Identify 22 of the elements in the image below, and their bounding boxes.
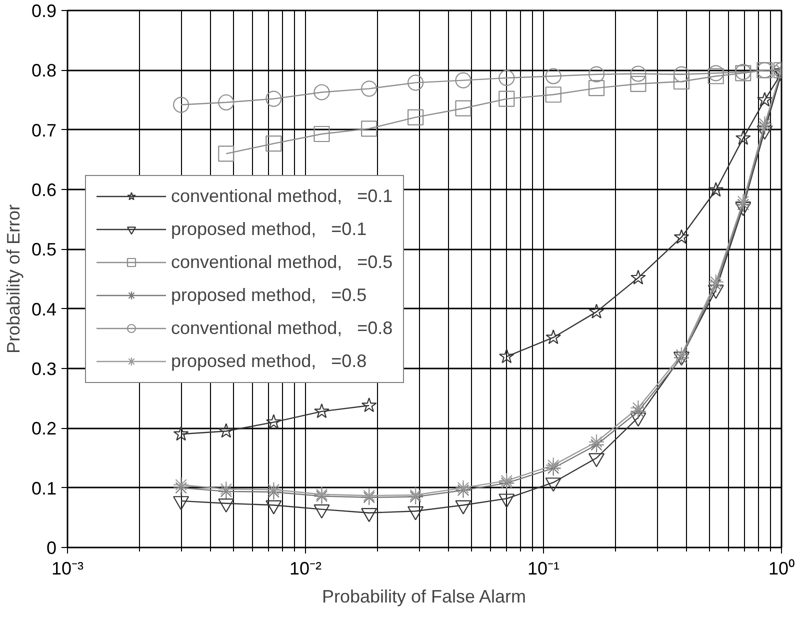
- legend-label: conventional method, =0.5: [171, 252, 393, 272]
- legend-label: proposed method, =0.1: [171, 218, 367, 240]
- x-tick-label: 10⁻¹: [527, 558, 560, 578]
- y-tick-label: 0.6: [31, 180, 57, 200]
- legend-label: conventional method, =0.8: [171, 318, 393, 338]
- y-tick-label: 0.3: [31, 359, 57, 379]
- x-axis-title: Probability of False Alarm: [322, 586, 526, 606]
- y-tick-label: 0.2: [31, 418, 57, 439]
- y-tick-label: 0.8: [31, 60, 57, 81]
- x-tick-label: 10⁰: [768, 558, 795, 578]
- y-tick-label: 0.7: [31, 120, 57, 140]
- y-axis-title: Probability of Error: [3, 204, 24, 354]
- y-tick-label: 0: [46, 538, 57, 558]
- x-tick-label: 10⁻²: [289, 558, 322, 578]
- y-tick-label: 0.9: [31, 1, 57, 21]
- y-tick-label: 0.5: [31, 240, 57, 260]
- y-tick-label: 0.1: [31, 478, 57, 498]
- y-tick-label: 0.4: [31, 299, 57, 320]
- x-tick-label: 10⁻³: [51, 558, 84, 578]
- legend-label: conventional method, =0.1: [171, 186, 393, 206]
- legend-label: proposed method, =0.8: [171, 350, 367, 372]
- legend-label: proposed method, =0.5: [171, 284, 367, 306]
